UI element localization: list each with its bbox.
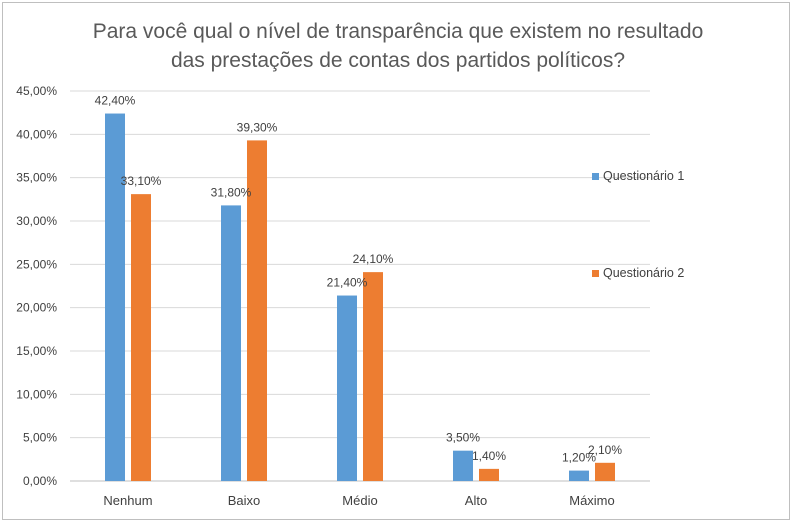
bar	[105, 113, 125, 482]
bar	[131, 194, 151, 481]
data-label: 33,10%	[121, 174, 162, 188]
y-tick-label: 5,00%	[23, 431, 57, 445]
data-label: 24,10%	[353, 252, 394, 266]
chart-title-line-1: Para você qual o nível de transparência …	[93, 20, 704, 43]
data-label: 42,40%	[95, 94, 136, 108]
y-tick-label: 15,00%	[16, 344, 57, 358]
x-tick-label: Alto	[465, 493, 487, 508]
bar	[569, 470, 589, 481]
x-axis-labels: Nenhum Baixo Médio Alto Máximo	[103, 493, 614, 508]
y-tick-label: 35,00%	[16, 171, 57, 185]
legend: Questionário 1 Questionário 2	[592, 169, 684, 280]
x-tick-label: Médio	[342, 493, 377, 508]
data-label: 39,30%	[237, 120, 278, 134]
data-labels: 42,40% 33,10% 31,80% 39,30% 21,40% 24,10% 3,50…	[95, 94, 623, 465]
data-label: 2,10%	[588, 443, 622, 457]
y-tick-label: 45,00%	[16, 84, 57, 98]
bar	[479, 468, 499, 481]
bars	[105, 113, 615, 482]
bar	[221, 205, 241, 481]
legend-swatch	[592, 270, 599, 277]
bar	[595, 462, 615, 481]
chart-title-line-2: das prestações de contas dos partidos po…	[171, 49, 625, 72]
chart-title: Para você qual o nível de transparência …	[93, 20, 704, 72]
bar	[363, 272, 383, 481]
data-label: 1,20%	[562, 451, 596, 465]
data-label: 31,80%	[211, 185, 252, 199]
legend-label: Questionário 2	[603, 266, 684, 280]
x-tick-label: Nenhum	[103, 493, 152, 508]
gridlines	[70, 90, 650, 482]
y-tick-label: 30,00%	[16, 214, 57, 228]
data-label: 1,40%	[472, 449, 506, 463]
y-tick-label: 20,00%	[16, 301, 57, 315]
y-tick-label: 0,00%	[23, 474, 57, 488]
data-label: 21,40%	[327, 276, 368, 290]
legend-label: Questionário 1	[603, 169, 684, 183]
x-tick-label: Baixo	[228, 493, 261, 508]
x-tick-label: Máximo	[569, 493, 615, 508]
y-tick-label: 40,00%	[16, 127, 57, 141]
y-tick-label: 10,00%	[16, 387, 57, 401]
data-label: 3,50%	[446, 431, 480, 445]
bar	[337, 295, 357, 481]
legend-swatch	[592, 173, 599, 180]
bar	[247, 140, 267, 481]
y-axis-ticks: 0,00% 5,00% 10,00% 15,00% 20,00% 25,00% 30,00%…	[16, 84, 57, 488]
bar	[453, 450, 473, 481]
y-tick-label: 25,00%	[16, 257, 57, 271]
